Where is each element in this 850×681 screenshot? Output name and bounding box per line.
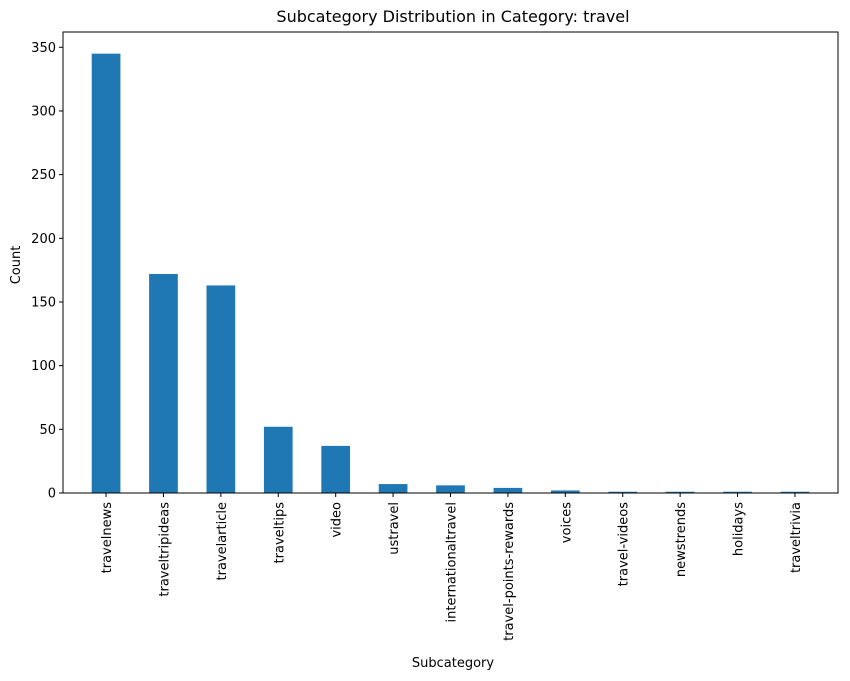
bar-traveltripideas bbox=[149, 273, 178, 493]
y-tick-label: 300 bbox=[31, 104, 56, 119]
bar-newstrends bbox=[665, 491, 695, 493]
x-axis-label: Subcategory bbox=[412, 656, 495, 671]
y-tick-label: 50 bbox=[39, 423, 56, 438]
x-tick-label: ustravel bbox=[387, 502, 402, 555]
y-tick-label: 200 bbox=[31, 232, 56, 247]
x-axis-ticks: travelnews traveltripideas travelarticle tr… bbox=[100, 493, 804, 641]
x-tick-label: internationaltravel bbox=[445, 502, 460, 622]
bar-video bbox=[321, 445, 351, 493]
y-tick-label: 250 bbox=[31, 168, 56, 183]
bars-group bbox=[91, 53, 810, 493]
x-tick-label: travel-points-rewards bbox=[502, 502, 517, 641]
x-tick-label: travelnews bbox=[100, 502, 115, 574]
x-tick-label: travelarticle bbox=[215, 502, 230, 581]
bar-traveltrivia bbox=[780, 491, 810, 493]
bar-travel-points-rewards bbox=[493, 487, 523, 493]
x-tick-label: traveltripideas bbox=[157, 502, 172, 597]
x-tick-label: holidays bbox=[732, 502, 747, 556]
bar-travelarticle bbox=[206, 285, 236, 493]
y-tick-label: 350 bbox=[31, 41, 56, 56]
x-tick-label: voices bbox=[559, 502, 574, 543]
bar-voices bbox=[550, 490, 580, 493]
bar-travelnews bbox=[91, 53, 121, 493]
bar-holidays bbox=[723, 491, 752, 493]
y-tick-label: 150 bbox=[31, 295, 56, 310]
x-tick-label: newstrends bbox=[674, 502, 689, 577]
plot-frame bbox=[62, 31, 839, 494]
chart-title: Subcategory Distribution in Category: tr… bbox=[276, 7, 629, 26]
x-tick-label: traveltips bbox=[272, 502, 287, 564]
y-tick-label: 0 bbox=[48, 487, 56, 502]
x-tick-label: video bbox=[330, 502, 345, 538]
x-tick-label: travel-videos bbox=[617, 502, 632, 587]
y-axis-ticks: 0 50 100 150 200 250 300 350 bbox=[31, 41, 63, 502]
bar-traveltips bbox=[263, 426, 293, 493]
y-tick-label: 100 bbox=[31, 359, 56, 374]
x-tick-label: traveltrivia bbox=[789, 502, 804, 573]
y-axis-label: Count bbox=[9, 246, 24, 285]
bar-ustravel bbox=[378, 484, 408, 493]
bar-travel-videos bbox=[608, 491, 638, 493]
bar-internationaltravel bbox=[436, 485, 465, 493]
